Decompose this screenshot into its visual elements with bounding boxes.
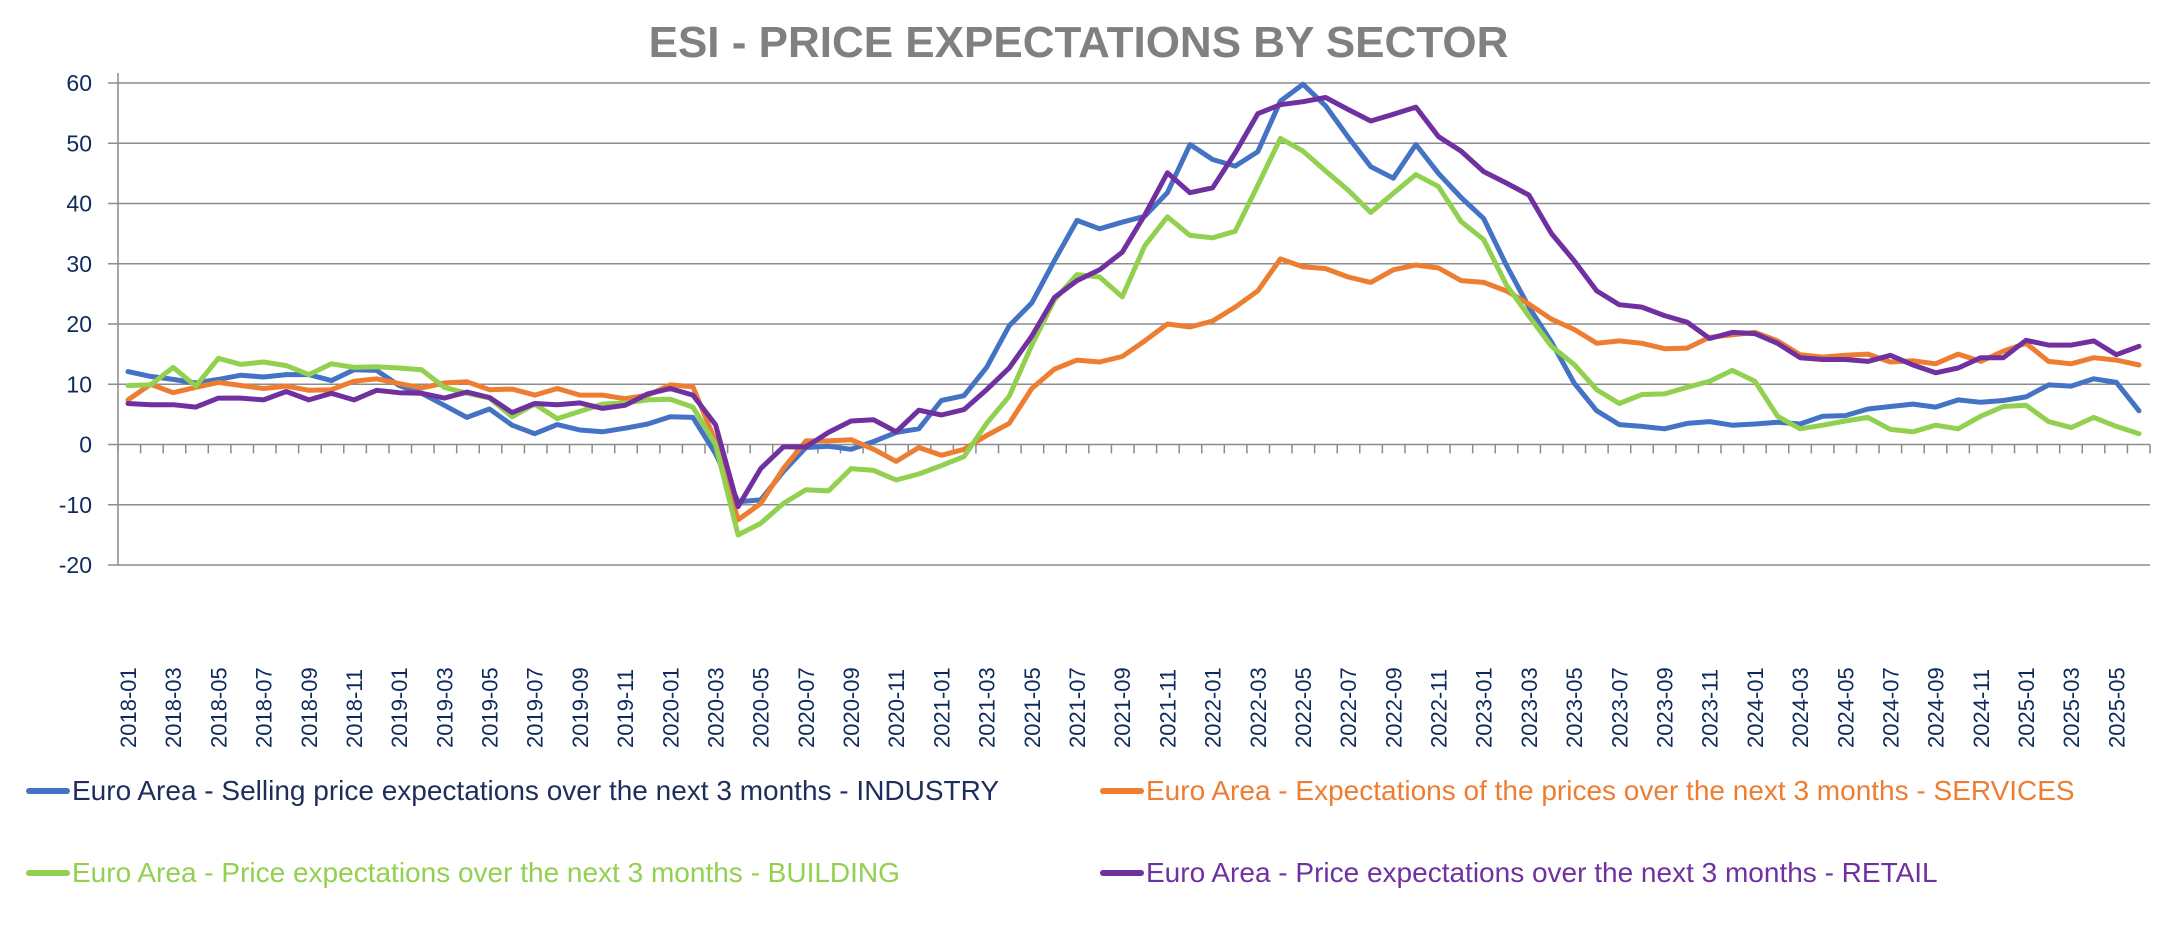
x-tick-label: 2024-11 [1969,669,1994,748]
x-tick-label: 2022-09 [1381,667,1406,748]
y-tick-label: 60 [66,70,92,96]
x-axis-ticks: 2018-01 2018-03 2018-05 2018-07 2018-09 2018-… [116,667,2129,748]
series-line-retail [125,95,2142,510]
x-tick-label: 2022-01 [1201,667,1226,748]
y-tick-label: 10 [66,371,92,397]
x-tick-label: 2020-07 [794,667,819,748]
legend-item-services[interactable]: Euro Area - Expectations of the prices o… [1100,775,2075,807]
chart-title: ESI - PRICE EXPECTATIONS BY SECTOR [648,18,1509,67]
axes [117,73,2151,565]
x-tick-label: 2022-07 [1336,667,1361,748]
legend-label-services: Euro Area - Expectations of the prices o… [1146,775,2075,806]
x-tick-label: 2024-05 [1833,667,1858,748]
x-tick-label: 2018-03 [161,667,186,748]
legend-item-building[interactable]: Euro Area - Price expectations over the … [26,857,900,889]
y-tick-label: 30 [66,251,92,277]
x-tick-label: 2021-07 [1065,667,1090,748]
x-tick-label: 2023-03 [1517,667,1542,748]
x-tick-label: 2025-03 [2059,667,2084,748]
x-tick-label: 2018-05 [206,667,231,748]
series-line-industry [125,81,2142,505]
y-axis-ticks: 60 50 40 30 20 10 0 -10 -20 [59,70,92,578]
x-tick-label: 2018-01 [116,667,141,748]
x-tick-label: 2021-05 [1020,667,1045,748]
x-tick-label: 2020-05 [749,667,774,748]
x-tick-label: 2023-09 [1652,667,1677,748]
y-tick-label: 50 [66,130,92,156]
x-tick-label: 2019-11 [613,669,638,748]
legend-swatch-building [26,870,70,876]
x-tick-label: 2024-07 [1878,667,1903,748]
x-tick-label: 2020-01 [658,667,683,748]
y-tick-label: -10 [59,492,92,518]
x-tick-label: 2019-07 [523,667,548,748]
x-tick-label: 2024-03 [1788,667,1813,748]
x-tick-label: 2025-01 [2014,667,2039,748]
x-tick-label: 2020-03 [703,667,728,748]
x-tick-label: 2019-09 [568,667,593,748]
x-tick-label: 2023-11 [1698,669,1723,748]
x-tick-label: 2024-01 [1743,667,1768,748]
legend-swatch-services [1100,788,1144,794]
y-tick-label: 0 [79,432,92,458]
legend-swatch-retail [1100,870,1144,876]
x-tick-label: 2021-09 [1110,667,1135,748]
legend-label-building: Euro Area - Price expectations over the … [72,857,900,888]
x-tick-label: 2021-03 [975,667,1000,748]
x-tick-label: 2021-01 [929,667,954,748]
x-tick-label: 2023-01 [1472,667,1497,748]
x-tick-label: 2020-09 [839,667,864,748]
x-tick-label: 2022-11 [1427,669,1452,748]
x-tick-label: 2019-05 [478,667,503,748]
x-tick-label: 2018-11 [342,669,367,748]
legend-swatch-industry [26,788,70,794]
x-tick-label: 2019-01 [387,667,412,748]
series-lines [125,81,2142,538]
x-tick-label: 2024-09 [1924,667,1949,748]
legend-item-retail[interactable]: Euro Area - Price expectations over the … [1100,857,1938,889]
x-tick-label: 2022-05 [1291,667,1316,748]
gridlines [108,82,2150,566]
series-line-services [125,256,2142,523]
legend-label-industry: Euro Area - Selling price expectations o… [72,775,1000,806]
x-tick-label: 2018-07 [252,667,277,748]
x-tick-label: 2022-03 [1246,667,1271,748]
x-tick-label: 2021-11 [1155,669,1180,748]
x-tick-label: 2019-03 [432,667,457,748]
legend-label-retail: Euro Area - Price expectations over the … [1146,857,1938,888]
y-tick-label: 40 [66,191,92,217]
series-line-building [125,135,2142,538]
legend-item-industry[interactable]: Euro Area - Selling price expectations o… [26,775,999,807]
x-tick-label: 2020-11 [884,669,909,748]
x-tick-label: 2018-09 [297,667,322,748]
x-tick-label: 2023-07 [1607,667,1632,748]
y-tick-label: -20 [59,552,92,578]
y-tick-label: 20 [66,311,92,337]
x-tick-label: 2025-05 [2104,667,2129,748]
x-tick-label: 2023-05 [1562,667,1587,748]
